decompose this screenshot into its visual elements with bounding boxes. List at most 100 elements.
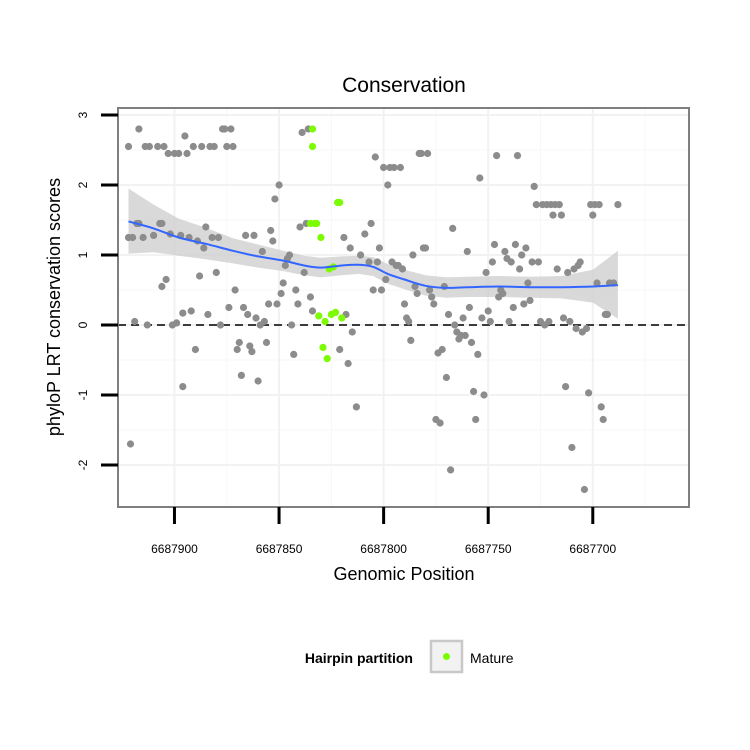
data-point bbox=[405, 317, 413, 326]
data-point bbox=[509, 303, 517, 312]
data-point bbox=[430, 300, 438, 308]
data-point bbox=[553, 265, 561, 273]
data-point bbox=[294, 300, 302, 308]
data-point bbox=[196, 272, 204, 280]
data-point bbox=[239, 303, 248, 312]
y-axis: -2 -1 0 1 2 3 bbox=[76, 111, 118, 470]
data-point bbox=[233, 345, 241, 354]
data-point bbox=[557, 211, 566, 219]
data-point bbox=[447, 466, 455, 474]
data-point bbox=[375, 244, 383, 252]
data-point bbox=[436, 419, 444, 427]
data-point bbox=[572, 324, 580, 333]
y-tick-label: 3 bbox=[76, 111, 90, 118]
data-point bbox=[231, 286, 239, 294]
data-point bbox=[373, 258, 381, 266]
data-point bbox=[131, 317, 139, 326]
data-point bbox=[582, 324, 591, 333]
data-point bbox=[421, 244, 430, 252]
mature-point bbox=[331, 308, 340, 316]
data-point bbox=[465, 303, 473, 312]
mature-point bbox=[308, 142, 317, 151]
data-point bbox=[223, 142, 231, 151]
data-point bbox=[160, 142, 168, 151]
legend-title: Hairpin partition bbox=[305, 650, 413, 666]
data-point bbox=[424, 149, 432, 158]
data-point bbox=[181, 132, 189, 140]
data-point bbox=[428, 293, 436, 301]
data-point bbox=[396, 163, 404, 172]
data-point bbox=[568, 443, 576, 452]
data-point bbox=[367, 219, 375, 228]
mature-point bbox=[313, 219, 321, 228]
data-point bbox=[124, 142, 133, 151]
data-point bbox=[530, 182, 538, 190]
mature-point bbox=[315, 312, 323, 320]
mature-point bbox=[308, 125, 317, 133]
x-tick-label: 6687800 bbox=[360, 542, 407, 556]
x-tick-label: 6687900 bbox=[151, 542, 198, 556]
data-point bbox=[244, 310, 252, 319]
data-point bbox=[279, 279, 287, 287]
data-point bbox=[597, 403, 605, 411]
y-tick-label: -2 bbox=[76, 459, 90, 470]
x-tick-label: 6687850 bbox=[256, 542, 303, 556]
data-point bbox=[208, 233, 216, 242]
data-point bbox=[614, 201, 622, 209]
data-point bbox=[237, 371, 245, 379]
data-point bbox=[365, 258, 373, 266]
data-point bbox=[348, 328, 356, 336]
data-point bbox=[129, 233, 137, 242]
data-point bbox=[340, 233, 348, 242]
data-point bbox=[269, 237, 277, 245]
data-point bbox=[361, 230, 369, 238]
panel-border bbox=[117, 107, 690, 508]
data-point bbox=[524, 279, 532, 287]
data-point bbox=[411, 282, 419, 291]
data-point bbox=[549, 211, 557, 219]
x-tick-label: 6687700 bbox=[569, 542, 616, 556]
data-point bbox=[599, 415, 607, 424]
y-axis-title: phyloP LRT conservation scores bbox=[44, 178, 64, 436]
data-point bbox=[179, 309, 187, 317]
mature-point bbox=[321, 317, 329, 326]
data-point bbox=[482, 268, 490, 277]
data-point bbox=[426, 286, 434, 294]
data-point bbox=[281, 261, 289, 270]
data-point bbox=[275, 181, 283, 189]
data-points bbox=[124, 125, 622, 494]
data-point bbox=[484, 307, 492, 315]
data-point bbox=[246, 342, 254, 350]
data-point bbox=[511, 240, 519, 249]
data-point bbox=[534, 258, 543, 266]
data-point bbox=[488, 258, 496, 266]
mature-point bbox=[336, 198, 344, 207]
data-point bbox=[528, 258, 536, 266]
data-point bbox=[143, 321, 151, 329]
data-point bbox=[250, 231, 258, 239]
legend-mature-marker bbox=[443, 653, 450, 660]
data-point bbox=[292, 286, 300, 294]
legend-mature-label: Mature bbox=[470, 650, 514, 666]
confidence-band-area bbox=[128, 188, 618, 319]
data-point bbox=[352, 403, 360, 411]
data-point bbox=[595, 201, 603, 209]
data-point bbox=[407, 336, 415, 344]
y-tick-label: 2 bbox=[76, 181, 90, 188]
data-point bbox=[175, 149, 183, 158]
data-point bbox=[158, 282, 166, 291]
data-point bbox=[158, 219, 166, 228]
data-point bbox=[580, 485, 589, 494]
chart-title: Conservation bbox=[342, 74, 466, 97]
data-point bbox=[603, 310, 612, 319]
data-point bbox=[576, 258, 584, 266]
data-point bbox=[285, 251, 294, 259]
data-point bbox=[382, 275, 390, 284]
data-point bbox=[288, 321, 296, 329]
data-point bbox=[518, 251, 526, 259]
data-point bbox=[499, 289, 507, 298]
data-point bbox=[384, 181, 392, 189]
data-point bbox=[267, 226, 275, 235]
data-point bbox=[296, 223, 304, 231]
data-point bbox=[145, 142, 153, 151]
